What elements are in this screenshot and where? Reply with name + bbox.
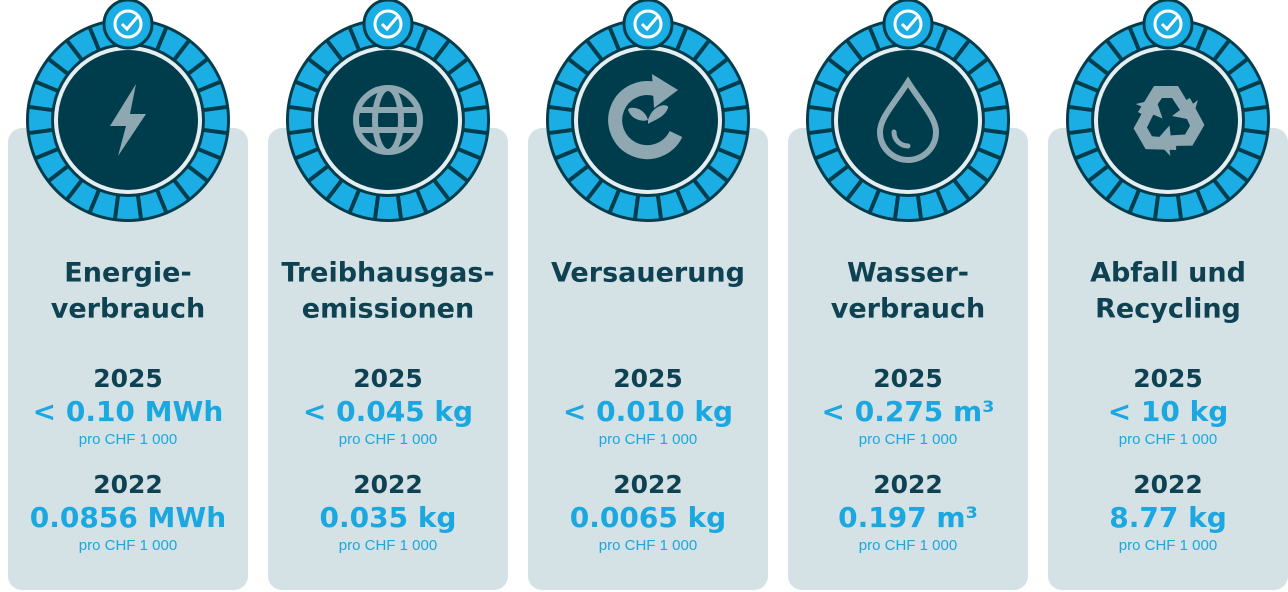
- check-badge: [882, 0, 934, 50]
- year: 2025: [873, 364, 943, 393]
- globe-meridian: [372, 85, 404, 155]
- value: < 0.275 m³: [822, 395, 995, 428]
- card-title: Versauerung: [551, 258, 745, 289]
- year: 2025: [353, 364, 423, 393]
- icon-recycle-arrow: [1138, 86, 1198, 120]
- metric-card: Energie-verbrauch 2025< 0.10 MWh pro CHF 1…: [8, 0, 248, 590]
- value: 0.035 kg: [320, 501, 457, 534]
- value: 0.197 m³: [838, 501, 978, 534]
- check-circle: [1153, 9, 1183, 39]
- check-badge: [1142, 0, 1194, 50]
- check-circle: [633, 9, 663, 39]
- value: 0.0065 kg: [570, 501, 726, 534]
- year: 2022: [613, 470, 683, 499]
- card-background: [8, 128, 248, 590]
- card-title: Recycling: [1095, 294, 1241, 325]
- metric-card: Treibhausgas-emissionen 2025< 0.045 kg pro…: [268, 0, 508, 590]
- unit: pro CHF 1 000: [79, 537, 177, 554]
- check-mark: [1160, 15, 1180, 32]
- card-title: verbrauch: [51, 294, 206, 325]
- unit: pro CHF 1 000: [859, 537, 957, 554]
- value: 8.77 kg: [1109, 501, 1227, 534]
- year: 2022: [1133, 470, 1203, 499]
- year: 2022: [873, 470, 943, 499]
- unit: pro CHF 1 000: [79, 431, 177, 448]
- card-title: verbrauch: [831, 294, 986, 325]
- check-mark: [640, 15, 660, 32]
- icon-recycle-arrow: [1133, 99, 1177, 150]
- card-title: Treibhausgas-: [281, 258, 494, 289]
- metric-card: Wasser-verbrauch 2025< 0.275 m³ pro CHF 1 …: [788, 0, 1028, 590]
- check-circle: [893, 9, 923, 39]
- check-badge: [622, 0, 674, 50]
- unit: pro CHF 1 000: [339, 431, 437, 448]
- check-mark: [120, 15, 140, 32]
- unit: pro CHF 1 000: [1119, 537, 1217, 554]
- check-circle: [113, 9, 143, 39]
- icon-disc: [1098, 50, 1238, 190]
- card-title: Abfall und: [1090, 258, 1246, 289]
- value: < 0.010 kg: [563, 395, 733, 428]
- card-background: [788, 128, 1028, 590]
- year: 2022: [353, 470, 423, 499]
- card-background: [1048, 128, 1288, 590]
- metric-card: Versauerung 2025< 0.010 kg pro CHF 1 000 20…: [528, 0, 768, 590]
- icon-drop: [876, 76, 940, 163]
- icon-disc: [318, 50, 458, 190]
- card-title: Energie-: [64, 258, 191, 289]
- icon-globe: [353, 85, 423, 155]
- unit: pro CHF 1 000: [339, 537, 437, 554]
- check-mark: [900, 15, 920, 32]
- metric-card: Abfall und Recycling 2025< 10 kg pro CHF 1 …: [1048, 0, 1288, 590]
- unit: pro CHF 1 000: [599, 431, 697, 448]
- icon-arrow: [652, 74, 678, 108]
- check-mark: [380, 15, 400, 32]
- unit: pro CHF 1 000: [859, 431, 957, 448]
- check-circle: [373, 9, 403, 39]
- icon-drop-shine: [891, 129, 911, 149]
- unit: pro CHF 1 000: [599, 537, 697, 554]
- year: 2025: [93, 364, 163, 393]
- year: 2025: [613, 364, 683, 393]
- check-badge: [102, 0, 154, 50]
- unit: pro CHF 1 000: [1119, 431, 1217, 448]
- icon-disc: [838, 50, 978, 190]
- year: 2022: [93, 470, 163, 499]
- value: < 0.045 kg: [303, 395, 473, 428]
- year: 2025: [1133, 364, 1203, 393]
- card-background: [528, 128, 768, 590]
- icon-plant: [628, 105, 669, 140]
- card-title: emissionen: [302, 294, 474, 325]
- card-title: Wasser-: [847, 258, 969, 289]
- value: < 10 kg: [1108, 395, 1229, 428]
- value: 0.0856 MWh: [30, 501, 226, 534]
- icon-cycle: [608, 81, 683, 160]
- icon-energy: [110, 84, 146, 156]
- value: < 0.10 MWh: [33, 395, 224, 428]
- check-badge: [362, 0, 414, 50]
- card-background: [268, 128, 508, 590]
